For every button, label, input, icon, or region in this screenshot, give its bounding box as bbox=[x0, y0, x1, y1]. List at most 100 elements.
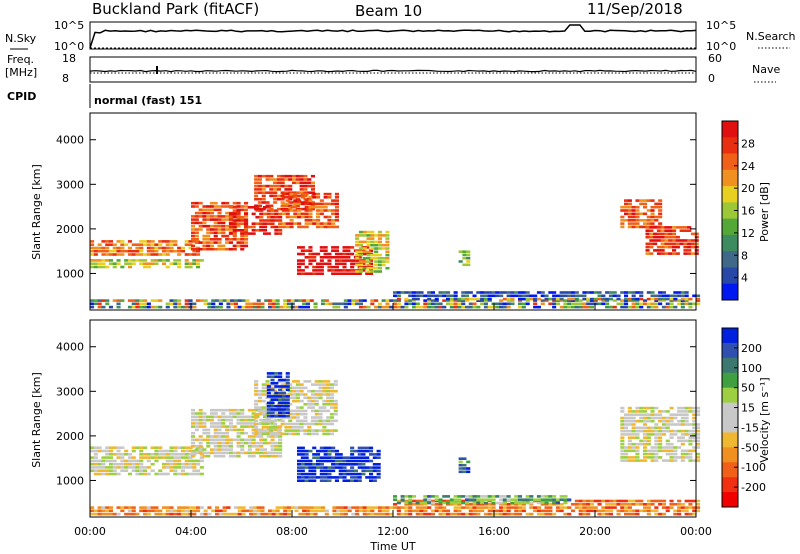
heatmap-cell-64 bbox=[120, 459, 125, 463]
heatmap-cell-239 bbox=[198, 435, 203, 438]
heatmap-cell-721 bbox=[318, 412, 323, 416]
heatmap-cell-1661 bbox=[518, 506, 523, 509]
heatmap-cell-1136 bbox=[154, 299, 159, 302]
heatmap-cell-1016 bbox=[365, 449, 370, 453]
heatmap-cell-371 bbox=[240, 222, 245, 225]
heatmap-cell-1124 bbox=[635, 406, 640, 410]
heatmap-cell-241 bbox=[198, 422, 203, 425]
heatmap-cell-1 bbox=[90, 249, 95, 253]
heatmap-cell-822 bbox=[278, 391, 283, 395]
heatmap-cell-198 bbox=[196, 472, 201, 476]
heatmap-cell-1907 bbox=[502, 501, 507, 505]
heatmap-cell-84 bbox=[131, 456, 136, 459]
heatmap-cell-193 bbox=[192, 466, 197, 469]
heatmap-cell-1300 bbox=[442, 305, 447, 309]
heatmap-cell-885 bbox=[308, 466, 313, 469]
heatmap-cell-1609 bbox=[654, 297, 659, 301]
heatmap-cell-1063 bbox=[620, 429, 625, 433]
heatmap-cell-1077 bbox=[683, 239, 688, 242]
heatmap-cell-1349 bbox=[521, 302, 526, 306]
heatmap-cell-68 bbox=[124, 469, 129, 472]
heatmap-cell-747 bbox=[331, 272, 336, 275]
heatmap-cell-523 bbox=[261, 429, 266, 432]
heatmap-cell-93 bbox=[139, 472, 144, 476]
heatmap-cell-1852 bbox=[415, 501, 420, 505]
heatmap-cell-1605 bbox=[468, 509, 473, 513]
heatmap-cell-544 bbox=[265, 403, 270, 406]
heatmap-cell-1366 bbox=[559, 299, 564, 302]
heatmap-cell-280 bbox=[221, 201, 226, 205]
heatmap-cell-432 bbox=[278, 219, 283, 222]
heatmap-cell-1453 bbox=[283, 506, 288, 509]
heatmap-cell-815 bbox=[278, 414, 283, 418]
heatmap-cell-1218 bbox=[294, 299, 299, 302]
heatmap-cell-365 bbox=[236, 219, 241, 222]
heatmap-cell-392 bbox=[247, 438, 252, 442]
heatmap-cell-1311 bbox=[457, 302, 462, 306]
heatmap-cell-1428 bbox=[658, 299, 663, 302]
heatmap-cell-1257 bbox=[374, 305, 379, 309]
heatmap-cell-921 bbox=[323, 456, 328, 459]
heatmap-cell-686 bbox=[334, 209, 339, 212]
heatmap-cell-1486 bbox=[453, 294, 458, 298]
heatmap-cell-81 bbox=[131, 466, 136, 469]
heatmap-cell-91 bbox=[173, 240, 178, 243]
heatmap-cell-1623 bbox=[673, 291, 678, 294]
heatmap-cell-1722 bbox=[582, 506, 587, 509]
heatmap-cell-1756 bbox=[612, 503, 617, 506]
heatmap-cell-1240 bbox=[669, 413, 674, 416]
heatmap-cell-958 bbox=[338, 453, 343, 456]
heatmap-cell-39 bbox=[108, 469, 113, 472]
heatmap-cell-1216 bbox=[665, 459, 670, 462]
heatmap-cell-1533 bbox=[404, 509, 409, 513]
heatmap-cell-1172 bbox=[650, 426, 655, 430]
heatmap-cell-940 bbox=[331, 456, 336, 459]
heatmap-cell-633 bbox=[308, 202, 313, 206]
heatmap-cell-543 bbox=[265, 406, 270, 409]
heatmap-cell-1246 bbox=[351, 299, 356, 302]
heatmap-cell-274 bbox=[221, 228, 226, 231]
heatmap-cell-1922 bbox=[525, 501, 530, 505]
heatmap-cell-514 bbox=[257, 422, 262, 426]
heatmap-cell-1690 bbox=[548, 509, 553, 513]
heatmap-cell-619 bbox=[304, 219, 309, 222]
heatmap-cell-606 bbox=[297, 215, 302, 219]
heatmap-cell-1076 bbox=[624, 429, 629, 433]
heatmap-cell-1358 bbox=[131, 506, 136, 509]
heatmap-cell-1212 bbox=[287, 302, 292, 306]
heatmap-cell-1812 bbox=[669, 503, 674, 506]
colorbar-swatch-4 bbox=[722, 387, 738, 404]
heatmap-cell-473 bbox=[269, 188, 274, 191]
heatmap-cell-1291 bbox=[427, 299, 432, 302]
heatmap-cell-323 bbox=[236, 205, 241, 208]
heatmap-cell-602 bbox=[284, 426, 289, 429]
heatmap-cell-556 bbox=[307, 201, 312, 204]
heatmap-cell-1314 bbox=[461, 302, 466, 306]
heatmap-cell-1603 bbox=[639, 291, 644, 294]
heatmap-cell-1885 bbox=[472, 501, 477, 505]
heatmap-cell-541 bbox=[265, 412, 270, 416]
heatmap-cell-39 bbox=[127, 253, 132, 256]
heatmap-cell-332 bbox=[228, 454, 233, 458]
colorbar-swatch-11 bbox=[722, 492, 738, 508]
heatmap-cell-504 bbox=[254, 406, 259, 409]
heatmap-cell-611 bbox=[284, 383, 289, 386]
heatmap-cell-197 bbox=[192, 449, 197, 453]
heatmap-cell-864 bbox=[300, 469, 305, 473]
heatmap-cell-385 bbox=[244, 418, 249, 422]
heatmap-cell-1179 bbox=[654, 456, 659, 459]
heatmap-cell-494 bbox=[280, 204, 285, 208]
heatmap-cell-854 bbox=[297, 469, 302, 473]
heatmap-cell-772 bbox=[342, 259, 347, 262]
heatmap-cell-812 bbox=[365, 272, 370, 275]
heatmap-cell-447 bbox=[266, 451, 271, 455]
heatmap-cell-1584 bbox=[449, 512, 454, 516]
heatmap-cell-1125 bbox=[639, 459, 644, 462]
heatmap-cell-1187 bbox=[245, 299, 250, 302]
heatmap-cell-30 bbox=[105, 472, 110, 476]
heatmap-cell-860 bbox=[297, 446, 302, 450]
heatmap-cell-1374 bbox=[571, 302, 576, 306]
heatmap-cell-1336 bbox=[499, 302, 504, 306]
heatmap-cell-1301 bbox=[442, 299, 447, 302]
heatmap-cell-1269 bbox=[680, 433, 685, 436]
